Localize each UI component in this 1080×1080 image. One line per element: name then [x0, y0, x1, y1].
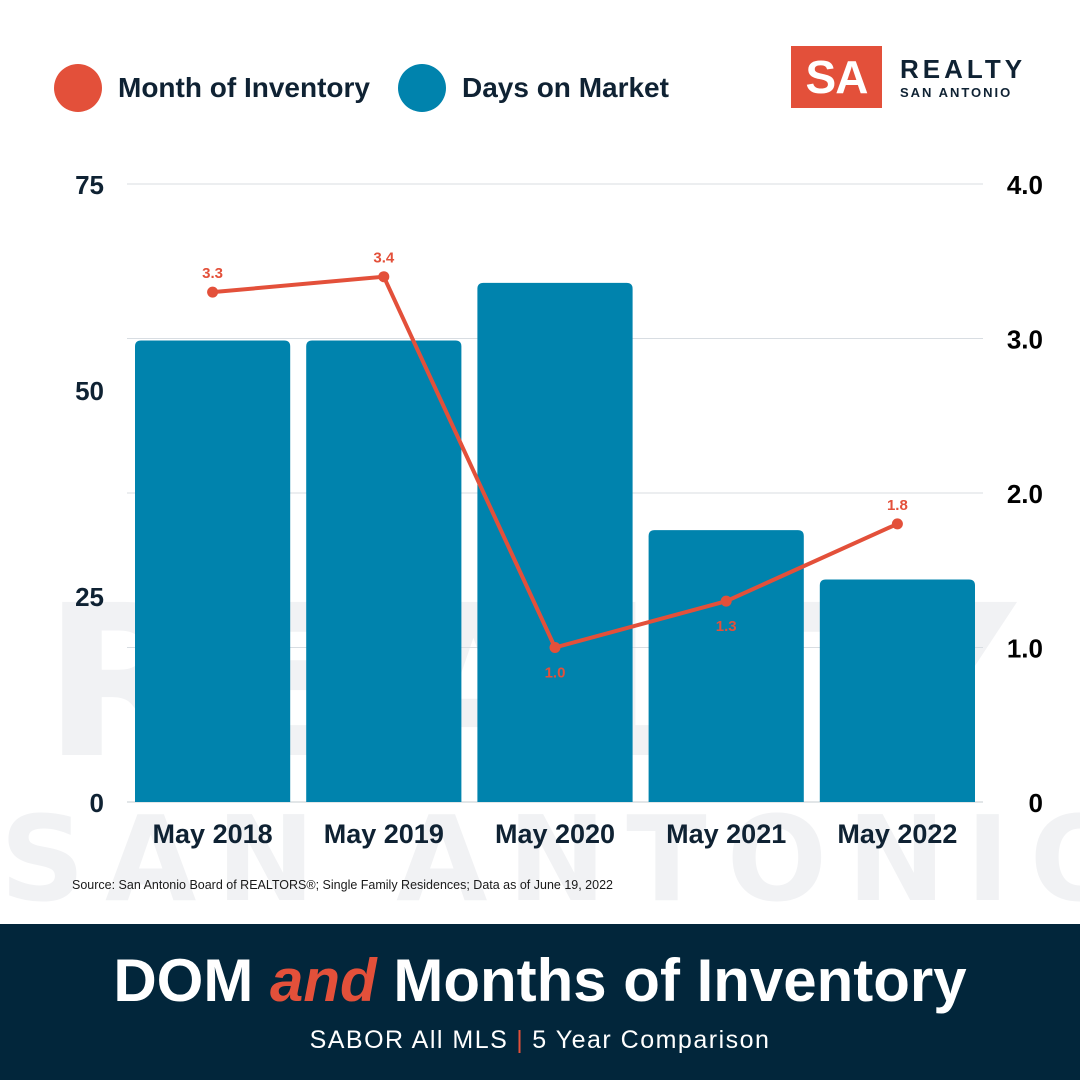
inventory-data-label-1: 3.4	[373, 250, 395, 267]
footer-subtitle: SABOR All MLS | 5 Year Comparison	[0, 1026, 1080, 1055]
legend-item-inventory: Month of Inventory	[54, 64, 370, 112]
footer-banner: DOM and Months of Inventory SABOR All ML…	[0, 924, 1080, 1080]
inventory-point-0	[207, 286, 219, 298]
y-right-tick-label-3: 3.0	[1007, 325, 1043, 355]
legend-label-inventory: Month of Inventory	[118, 72, 370, 103]
brand-logo: SA REALTY SAN ANTONIO	[791, 46, 1026, 108]
y-left-tick-label-2: 50	[75, 376, 104, 406]
legend-label-dom: Days on Market	[461, 72, 669, 103]
y-right-tick-label-2: 2.0	[1007, 479, 1043, 509]
footer-subtitle-part-2: 5 Year Comparison	[532, 1026, 771, 1054]
inventory-data-label-3: 1.3	[716, 618, 737, 635]
logo-line-2: SAN ANTONIO	[900, 84, 1013, 100]
logo-mark: SA	[791, 46, 882, 108]
inventory-point-3	[720, 595, 732, 607]
source-note: Source: San Antonio Board of REALTORS®; …	[72, 878, 613, 892]
inventory-point-1	[378, 271, 390, 283]
bar-2	[477, 282, 633, 802]
combo-chart: 0 25 50 75 0 1.0 2.0 3.0 4.0 May 2018 May 2019 May …	[75, 170, 1043, 849]
legend: Month of Inventory Days on Market	[54, 60, 697, 116]
x-tick-label-2: May 2020	[495, 819, 615, 849]
bar-3	[648, 530, 804, 802]
legend-swatch-dom	[397, 64, 446, 112]
logo-line-1: REALTY	[900, 53, 1027, 84]
footer-subtitle-part-1: SABOR All MLS	[309, 1026, 509, 1054]
logo-wordmark: REALTY SAN ANTONIO	[900, 56, 1026, 99]
y-left-tick-label-1: 25	[75, 582, 104, 612]
inventory-data-label-0: 3.3	[202, 265, 223, 282]
inventory-point-2	[549, 642, 561, 653]
x-tick-label-3: May 2021	[666, 819, 786, 849]
y-right-tick-label-4: 4.0	[1007, 170, 1043, 200]
x-tick-label-4: May 2022	[837, 819, 957, 849]
bar-4	[819, 579, 975, 802]
x-tick-label-1: May 2019	[324, 819, 444, 849]
y-right-tick-label-0: 0	[1029, 788, 1043, 818]
footer-title-part-1: DOM	[113, 947, 270, 1014]
x-tick-label-0: May 2018	[153, 819, 273, 849]
inventory-data-label-2: 1.0	[545, 665, 566, 682]
bar-1	[306, 340, 462, 802]
legend-item-dom: Days on Market	[397, 64, 669, 112]
inventory-data-label-4: 1.8	[887, 497, 908, 514]
y-right-tick-label-1: 1.0	[1007, 634, 1043, 664]
legend-swatch-inventory	[54, 64, 102, 112]
footer-title-part-2: Months of Inventory	[376, 947, 967, 1014]
inventory-point-4	[891, 518, 903, 530]
footer-title: DOM and Months of Inventory	[0, 946, 1080, 1015]
footer-subtitle-separator: |	[516, 1026, 525, 1054]
y-left-tick-label-0: 0	[90, 788, 104, 818]
footer-title-and: and	[270, 947, 377, 1014]
bar-0	[135, 340, 291, 802]
y-left-tick-label-3: 75	[75, 170, 104, 200]
